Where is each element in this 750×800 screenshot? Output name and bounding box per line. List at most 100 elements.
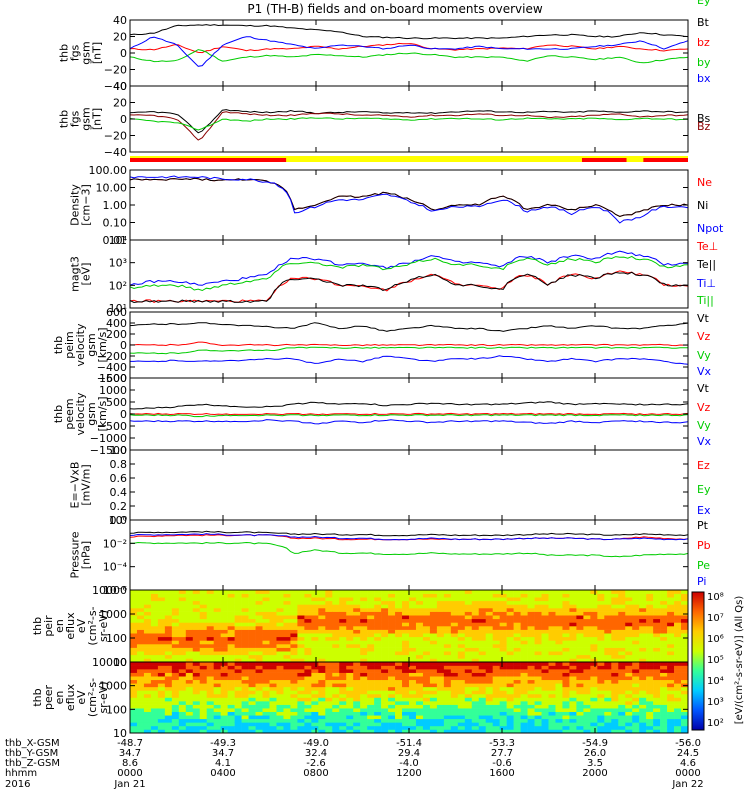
heatmap-cell (248, 629, 256, 634)
heatmap-cell (597, 640, 605, 645)
heatmap-cell (311, 640, 319, 645)
heatmap-cell (381, 711, 389, 716)
heatmap-cell (646, 633, 654, 638)
heatmap-cell (332, 690, 340, 695)
heatmap-cell (374, 665, 382, 670)
heatmap-cell (332, 651, 340, 656)
heatmap-cell (374, 618, 382, 623)
heatmap-cell (611, 701, 619, 705)
heatmap-cell (395, 704, 403, 709)
heatmap-cell (527, 729, 535, 734)
heatmap-cell (388, 708, 396, 712)
heatmap-cell (248, 618, 256, 623)
heatmap-cell (457, 686, 466, 691)
heatmap-cell (471, 647, 480, 652)
heatmap-cell (409, 658, 417, 663)
heatmap-cell (402, 693, 410, 698)
heatmap-cell (199, 590, 208, 594)
heatmap-cell (436, 690, 445, 695)
panel-peir_spectrogram: 10000100010010thbpeirenefluxeV(cm²-s-sr-… (31, 584, 689, 669)
heatmap-cell (576, 697, 584, 702)
heatmap-cell (150, 640, 159, 645)
heatmap-cell (276, 604, 284, 609)
heatmap-cell (632, 626, 640, 630)
heatmap-cell (276, 608, 284, 612)
heatmap-cell (346, 629, 354, 634)
heatmap-cell (248, 615, 256, 620)
heatmap-cell (199, 654, 208, 659)
heatmap-cell (639, 622, 647, 627)
heatmap-cell (534, 633, 542, 638)
heatmap-cell (471, 693, 480, 698)
heatmap-cell (374, 729, 382, 734)
heatmap-cell (618, 622, 626, 627)
heatmap-cell (234, 633, 242, 638)
heatmap-cell (311, 597, 319, 602)
heatmap-cell (213, 626, 221, 630)
heatmap-cell (667, 590, 675, 594)
heatmap-cell (402, 683, 410, 688)
heatmap-cell (213, 729, 221, 734)
heatmap-cell (360, 626, 368, 630)
heatmap-cell (157, 636, 166, 641)
heatmap-cell (485, 701, 493, 705)
heatmap-cell (297, 690, 305, 695)
heatmap-cell (269, 662, 277, 666)
heatmap-cell (290, 604, 298, 609)
heatmap-cell (597, 604, 605, 609)
heatmap-cell (422, 615, 431, 620)
heatmap-cell (325, 597, 333, 602)
heatmap-cell (353, 622, 361, 627)
heatmap-cell (332, 597, 340, 602)
heatmap-cell (583, 662, 591, 666)
heatmap-cell (241, 725, 249, 730)
heatmap-cell (667, 704, 675, 709)
heatmap-cell (353, 636, 361, 641)
heatmap-cell (457, 618, 466, 623)
heatmap-cell (367, 629, 375, 634)
heatmap-cell (255, 608, 263, 612)
legend-by: by (697, 56, 711, 69)
ytick-label: 0.8 (110, 458, 128, 471)
heatmap-cell (367, 662, 375, 666)
heatmap-cell (471, 604, 480, 609)
heatmap-cell (150, 654, 159, 659)
heatmap-cell (597, 669, 605, 673)
heatmap-cell (611, 644, 619, 648)
heatmap-cell (381, 600, 389, 605)
heatmap-cell (667, 647, 675, 652)
heatmap-cell (548, 640, 556, 645)
heatmap-cell (471, 636, 480, 641)
heatmap-cell (583, 676, 591, 681)
heatmap-cell (653, 711, 661, 716)
heatmap-cell (388, 604, 396, 609)
heatmap-cell (213, 600, 221, 605)
heatmap-cell (457, 693, 466, 698)
heatmap-cell (429, 626, 438, 630)
mode-bar-segment (130, 158, 287, 162)
heatmap-cell (478, 615, 487, 620)
heatmap-cell (395, 686, 403, 691)
heatmap-cell (597, 622, 605, 627)
heatmap-cell (541, 686, 549, 691)
heatmap-cell (164, 622, 173, 627)
heatmap-cell (436, 593, 445, 598)
heatmap-cell (185, 636, 194, 641)
heatmap-cell (583, 654, 591, 659)
heatmap-cell (227, 686, 235, 691)
heatmap-cell (136, 611, 145, 616)
heatmap-cell (415, 672, 424, 677)
heatmap-cell (192, 618, 201, 623)
heatmap-cell (311, 604, 319, 609)
heatmap-cell (520, 676, 528, 681)
heatmap-cell (576, 718, 584, 723)
heatmap-cell (325, 658, 333, 663)
heatmap-cell (171, 704, 180, 709)
heatmap-cell (443, 672, 452, 677)
heatmap-cell (157, 611, 166, 616)
heatmap-cell (429, 636, 438, 641)
heatmap-cell (171, 672, 180, 677)
heatmap-cell (653, 640, 661, 645)
heatmap-cell (143, 669, 152, 673)
